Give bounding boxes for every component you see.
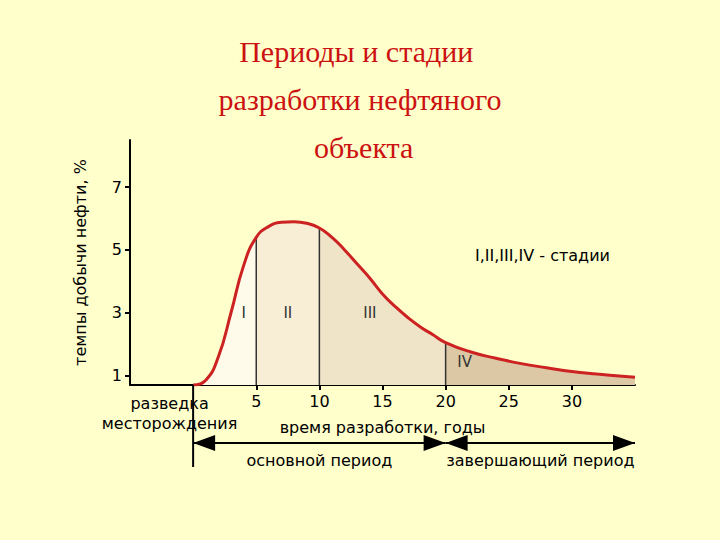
svg-text:15: 15 (372, 392, 392, 411)
svg-text:II: II (283, 304, 292, 322)
svg-text:объекта: объекта (307, 131, 414, 164)
svg-text:завершающий период: завершающий период (446, 451, 634, 470)
svg-text:30: 30 (562, 392, 582, 411)
svg-text:III: III (363, 304, 376, 322)
svg-text:темпы добычи нефти, %: темпы добычи нефти, % (71, 159, 90, 366)
svg-text:3: 3 (112, 303, 122, 322)
svg-text:20: 20 (435, 392, 455, 411)
svg-text:7: 7 (112, 178, 122, 197)
svg-text:5: 5 (251, 392, 261, 411)
svg-text:месторождения: месторождения (102, 414, 238, 433)
svg-text:время разработки, годы: время разработки, годы (280, 418, 486, 437)
svg-text:10: 10 (309, 392, 329, 411)
svg-text:I: I (241, 304, 245, 322)
svg-text:разработки нефтяного: разработки нефтяного (219, 83, 502, 116)
svg-text:I,II,III,IV - стадии: I,II,III,IV - стадии (475, 246, 610, 265)
svg-text:IV: IV (457, 353, 472, 371)
svg-text:Периоды и стадии: Периоды и стадии (239, 35, 481, 68)
svg-text:основной период: основной период (247, 451, 393, 470)
svg-text:25: 25 (499, 392, 519, 411)
svg-text:1: 1 (112, 366, 122, 385)
svg-text:5: 5 (112, 240, 122, 259)
svg-text:разведка: разведка (130, 394, 208, 413)
